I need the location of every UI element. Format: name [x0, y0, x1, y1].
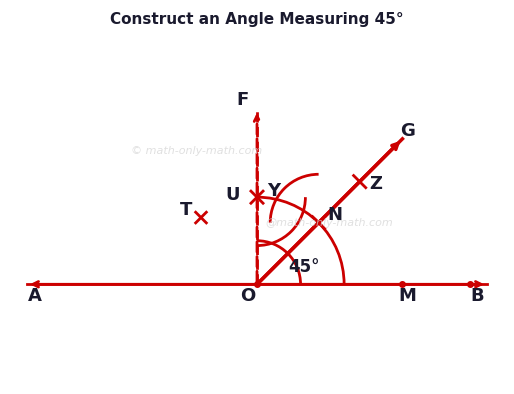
Text: M: M — [398, 287, 416, 305]
Text: @math-only-math.com: @math-only-math.com — [266, 218, 394, 228]
Text: U: U — [226, 186, 240, 204]
Text: O: O — [240, 287, 255, 305]
Text: 45°: 45° — [288, 258, 320, 276]
Text: F: F — [236, 91, 249, 109]
Text: Z: Z — [370, 175, 382, 193]
Text: G: G — [400, 123, 415, 140]
Text: © math-only-math.com: © math-only-math.com — [131, 146, 262, 156]
Text: B: B — [470, 287, 484, 305]
Text: Y: Y — [267, 182, 280, 200]
Text: N: N — [327, 206, 342, 224]
Text: T: T — [180, 201, 193, 219]
Text: A: A — [27, 287, 41, 305]
Text: Construct an Angle Measuring 45°: Construct an Angle Measuring 45° — [110, 12, 404, 27]
